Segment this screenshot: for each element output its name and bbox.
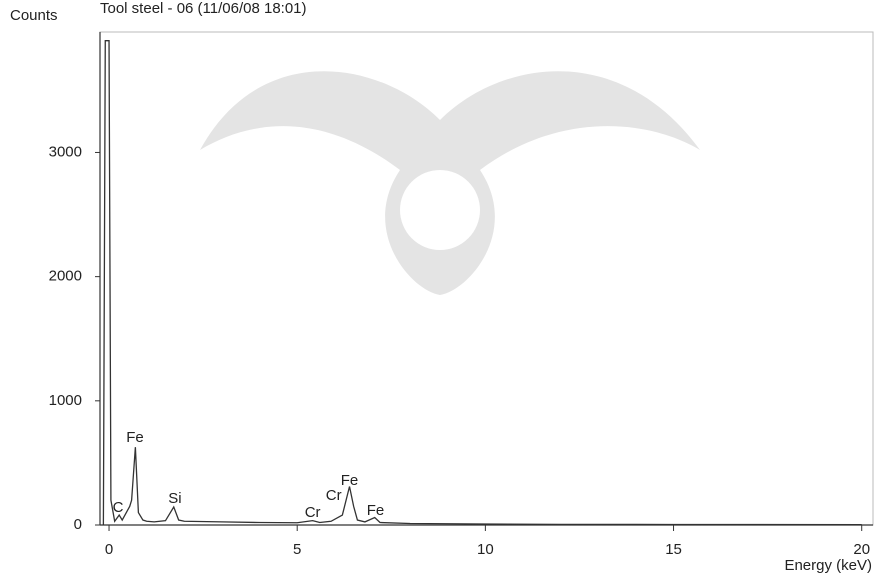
x-tick-label: 10 [477,541,494,558]
y-tick-label: 3000 [49,143,82,160]
x-axis-label: Energy (keV) [784,557,872,574]
x-tick-label: 15 [665,541,682,558]
y-tick-label: 2000 [49,268,82,285]
y-tick-label: 0 [74,516,82,533]
peak-label: Fe [126,429,144,446]
x-tick-label: 0 [105,541,113,558]
peak-label: Si [168,490,181,507]
peak-label: Cr [305,504,321,521]
x-tick-label: 20 [853,541,870,558]
peak-label: C [113,499,124,516]
peak-label: Fe [341,472,359,489]
watermark [200,71,700,295]
peak-label: Cr [326,487,342,504]
chart-title: Tool steel - 06 (11/06/08 18:01) [100,0,307,17]
peak-label: Fe [367,502,385,519]
chart: Counts Tool steel - 06 (11/06/08 18:01) … [0,0,877,575]
x-tick-label: 5 [293,541,301,558]
y-tick-label: 1000 [49,392,82,409]
y-axis-label: Counts [10,7,58,24]
